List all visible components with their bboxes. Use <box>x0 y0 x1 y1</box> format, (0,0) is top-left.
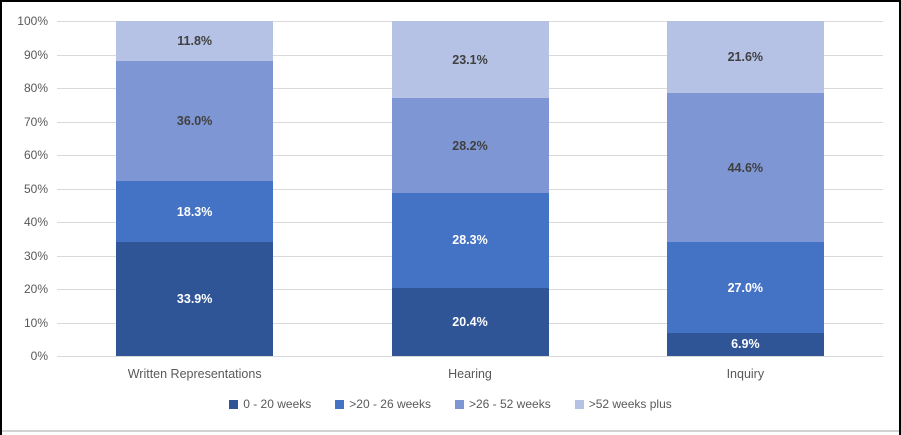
data-label: 20.4% <box>452 314 488 329</box>
data-label: 28.2% <box>452 138 488 153</box>
legend-marker-icon <box>454 399 464 409</box>
y-axis-tick-label: 70% <box>23 115 48 129</box>
legend-marker-icon <box>335 399 345 409</box>
y-axis-tick-label: 30% <box>23 249 48 263</box>
bar-segment <box>116 181 273 243</box>
y-axis-tick-label: 10% <box>23 316 48 330</box>
y-axis-tick-label: 50% <box>23 182 48 196</box>
y-axis-tick-label: 0% <box>30 349 48 363</box>
bar-segment <box>667 93 824 243</box>
y-axis-tick-label: 60% <box>23 148 48 162</box>
gridline <box>57 356 883 357</box>
data-label: 44.6% <box>727 160 764 175</box>
data-label: 33.9% <box>176 291 213 306</box>
bar-segment <box>392 192 549 288</box>
legend-label: >52 weeks plus <box>588 397 672 411</box>
x-axis-category-label: Written Representations <box>127 367 262 381</box>
bar-segment <box>667 332 824 356</box>
y-axis-tick-label: 100% <box>17 14 48 28</box>
data-label: 27.0% <box>727 280 764 295</box>
data-label: 36.0% <box>176 113 213 128</box>
y-axis-tick-label: 90% <box>23 48 48 62</box>
data-label: 18.3% <box>176 204 213 219</box>
bar-segment <box>667 20 824 94</box>
x-axis-category-label: Hearing <box>448 367 492 381</box>
legend-item: >20 - 26 weeks <box>335 398 431 410</box>
bar-segment <box>116 60 273 182</box>
data-label: 11.8% <box>177 33 213 48</box>
bar-segment <box>667 242 824 333</box>
data-label: 23.1% <box>452 52 488 67</box>
data-label: 21.6% <box>727 49 764 64</box>
data-label: 6.9% <box>731 337 760 352</box>
y-axis-tick-label: 80% <box>23 81 48 95</box>
bar-segment <box>392 98 549 193</box>
legend-item: >26 - 52 weeks <box>454 397 551 411</box>
legend-item: 0 - 20 weeks <box>229 398 311 410</box>
bar-segment <box>116 242 273 356</box>
y-axis-tick-label: 40% <box>23 215 48 229</box>
bar-segment <box>392 287 549 356</box>
bar-segment <box>392 21 549 99</box>
data-label: 28.3% <box>452 233 488 247</box>
legend-marker-icon <box>574 399 584 409</box>
chart-border-bottom <box>2 430 899 432</box>
legend-item: >52 weeks plus <box>574 397 672 411</box>
chart-legend: 0 - 20 weeks >20 - 26 weeks >26 - 52 weeks… <box>2 398 899 410</box>
y-axis-tick-label: 20% <box>23 282 48 296</box>
x-axis-category-label: Inquiry <box>726 367 765 381</box>
legend-label: 0 - 20 weeks <box>243 397 312 411</box>
legend-label: >26 - 52 weeks <box>468 397 551 411</box>
legend-label: >20 - 26 weeks <box>349 397 431 411</box>
legend-marker-icon <box>229 399 239 409</box>
bar-segment <box>116 21 273 61</box>
